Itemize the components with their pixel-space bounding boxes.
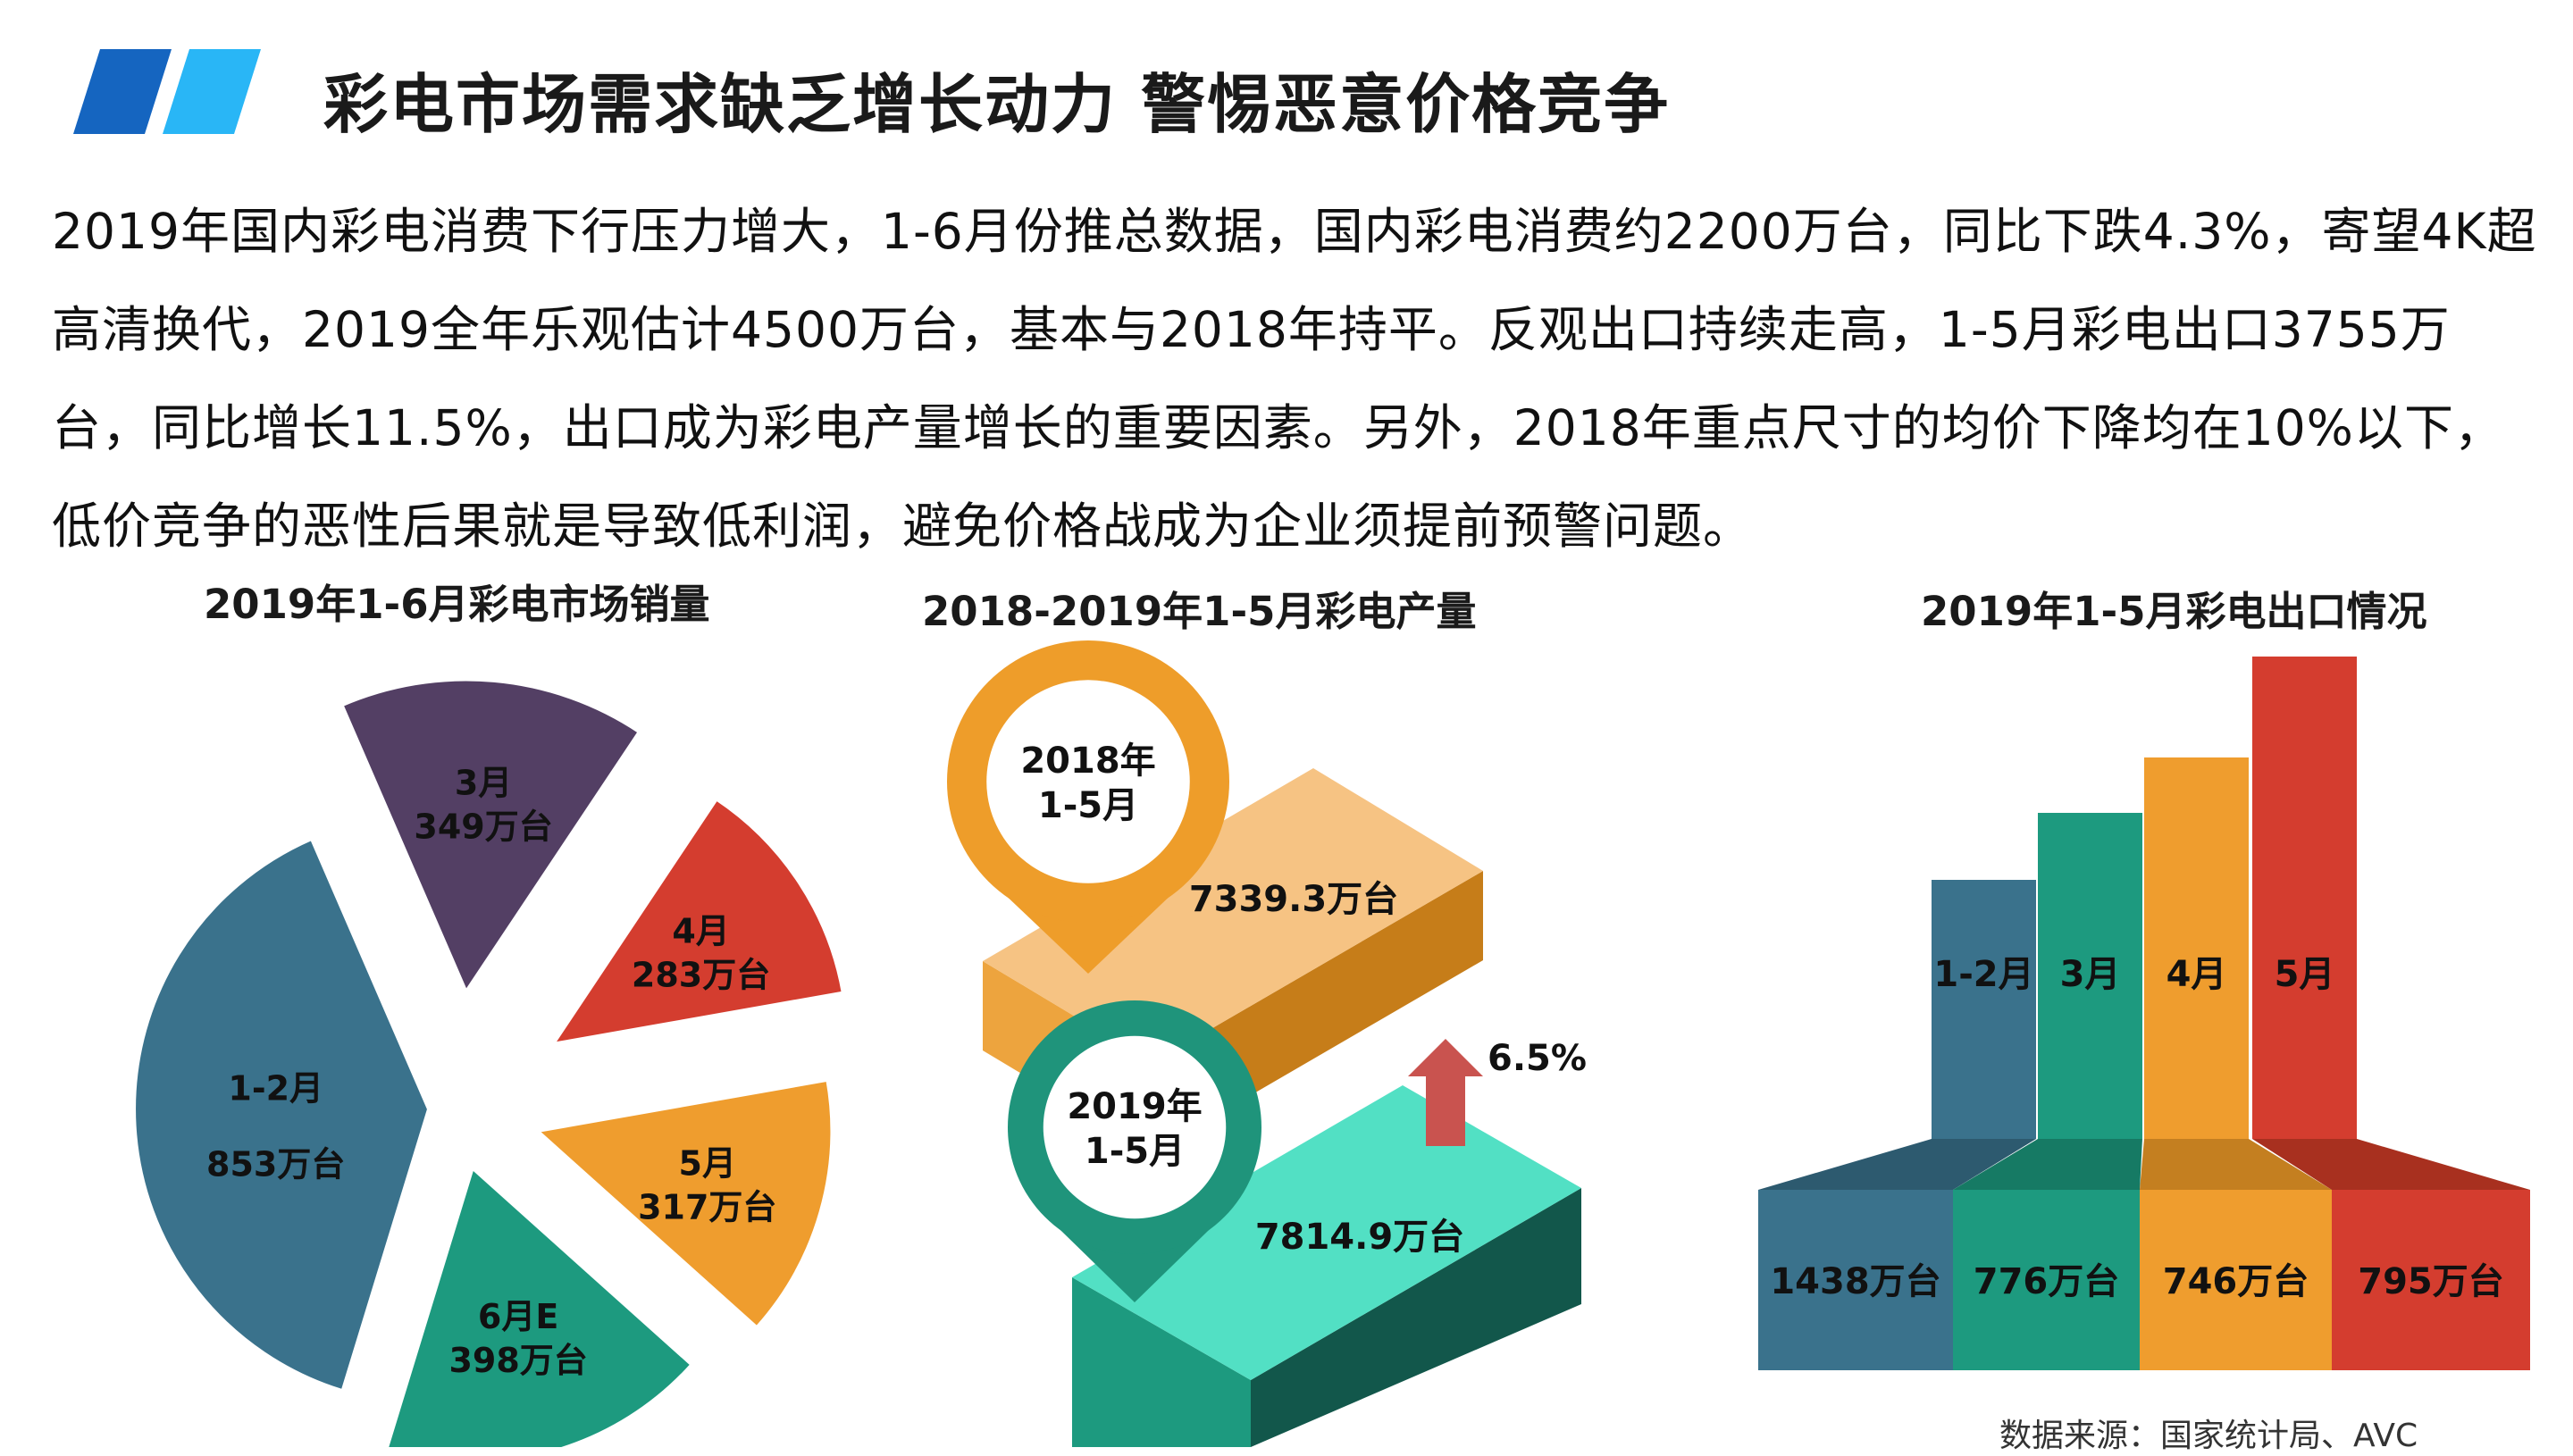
export-bar-category-label: 3月 xyxy=(2060,954,2121,995)
export-bar-value-label: 1438万台 xyxy=(1770,1261,1940,1302)
export-bar xyxy=(2038,813,2142,1139)
export-bar-value-label: 795万台 xyxy=(2358,1261,2504,1302)
pie-slice xyxy=(532,1077,834,1331)
pin-center-2018 xyxy=(986,680,1190,883)
production-chart-title: 2018-2019年1-5月彩电产量 xyxy=(922,588,1477,635)
pie-slice-value-label: 317万台 xyxy=(638,1187,776,1226)
export-bar-base xyxy=(2140,1190,2332,1370)
export-chart-title: 2019年1-5月彩电出口情况 xyxy=(1921,588,2427,635)
pin-label: 1-5月 xyxy=(1085,1131,1185,1172)
export-bar xyxy=(2252,657,2357,1139)
summary-paragraph: 2019年国内彩电消费下行压力增大，1-6月份推总数据，国内彩电消费约2200万… xyxy=(52,203,2537,555)
export-bar-category-label: 5月 xyxy=(2275,954,2335,995)
export-bar-value-label: 746万台 xyxy=(2163,1261,2309,1302)
block-top-bar-2018 xyxy=(983,768,1483,1063)
pin-label: 2018年 xyxy=(1020,741,1155,782)
data-source: 数据来源：国家统计局、AVC xyxy=(1999,1418,2418,1454)
pie-slice-name-label: 3月 xyxy=(455,763,512,802)
export-bar-connector xyxy=(2140,1139,2332,1190)
pie-slice xyxy=(385,1164,695,1447)
export-chart xyxy=(1758,657,2530,1370)
export-bar-value-label: 776万台 xyxy=(1974,1261,2120,1302)
export-bar-connector xyxy=(2252,1139,2530,1190)
growth-label: 6.5% xyxy=(1488,1038,1587,1079)
page-title: 彩电市场需求缺乏增长动力 警惕恶意价格竞争 xyxy=(323,67,1671,142)
export-bar-base xyxy=(2332,1190,2530,1370)
pin-label: 1-5月 xyxy=(1038,785,1138,826)
export-bar-category-label: 1-2月 xyxy=(1933,954,2033,995)
pie-slice-value-label: 349万台 xyxy=(414,807,552,846)
block-side-bar-2019 xyxy=(1251,1188,1581,1447)
pie-slice-value-label: 283万台 xyxy=(632,956,770,995)
pie-slice-name-label: 5月 xyxy=(679,1143,736,1183)
export-bar xyxy=(2144,757,2249,1139)
pin-label: 2019年 xyxy=(1067,1086,1202,1127)
block-top-bar-2019 xyxy=(1072,1085,1581,1380)
pin-center-2019 xyxy=(1043,1035,1227,1219)
pie-chart-title: 2019年1-6月彩电市场销量 xyxy=(204,581,710,628)
slash-icon-left xyxy=(73,49,172,134)
pie-slice-name-label: 1-2月 xyxy=(228,1068,323,1108)
bar-value-label-2018: 7339.3万台 xyxy=(1189,879,1398,920)
growth-arrow-icon xyxy=(1408,1039,1483,1146)
export-bar-connector xyxy=(1758,1139,2036,1190)
export-bar-base xyxy=(1758,1190,1953,1370)
pie-slice xyxy=(132,836,432,1393)
export-bar xyxy=(1932,880,2036,1139)
block-front-bar-2019 xyxy=(1072,1277,1251,1447)
pie-slice xyxy=(549,796,846,1047)
pie-slice-name-label: 4月 xyxy=(672,912,729,951)
slash-icon-right xyxy=(163,49,261,134)
bar-value-label-2019: 7814.9万台 xyxy=(1255,1217,1464,1258)
pie-slice-name-label: 6月E xyxy=(478,1297,558,1336)
export-bar-connector xyxy=(1953,1139,2142,1190)
export-bar-category-label: 4月 xyxy=(2167,954,2227,995)
pie-slice-value-label: 853万台 xyxy=(206,1144,345,1184)
pie-slice xyxy=(339,677,642,996)
pie-slice-value-label: 398万台 xyxy=(448,1341,587,1380)
production-chart xyxy=(947,640,1581,1447)
export-bar-base xyxy=(1953,1190,2140,1370)
